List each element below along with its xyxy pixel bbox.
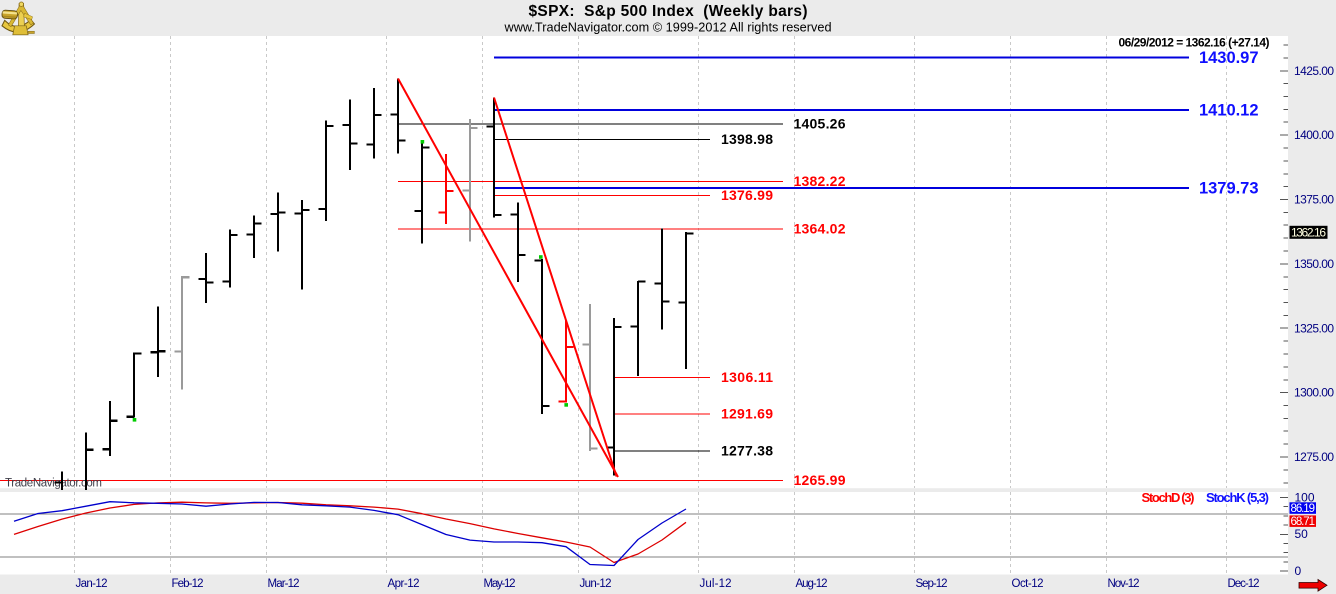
svg-text:68.71: 68.71 xyxy=(1291,516,1316,528)
svg-text:1265.99: 1265.99 xyxy=(794,472,846,488)
svg-text:50: 50 xyxy=(1295,527,1309,541)
svg-text:May-12: May-12 xyxy=(484,578,516,590)
svg-text:1364.02: 1364.02 xyxy=(794,221,846,237)
svg-text:TradeNavigator.com: TradeNavigator.com xyxy=(5,478,102,490)
svg-text:100: 100 xyxy=(1295,491,1315,505)
svg-text:1306.11: 1306.11 xyxy=(721,369,773,385)
svg-text:1410.12: 1410.12 xyxy=(1199,102,1259,120)
svg-text:1375.00: 1375.00 xyxy=(1294,193,1334,207)
svg-text:1362.16: 1362.16 xyxy=(1291,225,1326,239)
svg-text:Sep-12: Sep-12 xyxy=(916,578,948,590)
svg-text:$SPX: S&p 500 Index (Weekly: $SPX: S&p 500 Index (Weekly bars) xyxy=(529,3,808,20)
svg-text:1400.00: 1400.00 xyxy=(1294,128,1334,142)
svg-text:0: 0 xyxy=(1295,564,1302,578)
svg-text:Oct-12: Oct-12 xyxy=(1012,578,1044,590)
svg-text:StochK (5,3): StochK (5,3) xyxy=(1206,490,1269,505)
svg-text:Mar-12: Mar-12 xyxy=(268,578,300,590)
svg-text:1350.00: 1350.00 xyxy=(1294,257,1334,271)
svg-text:06/29/2012 = 1362.16 (+27.14): 06/29/2012 = 1362.16 (+27.14) xyxy=(1119,36,1270,50)
svg-text:Aug-12: Aug-12 xyxy=(796,578,828,590)
svg-text:Jun-12: Jun-12 xyxy=(580,578,612,590)
svg-text:Jan-12: Jan-12 xyxy=(76,578,108,590)
svg-text:1398.98: 1398.98 xyxy=(721,131,773,147)
svg-text:1277.38: 1277.38 xyxy=(721,443,773,459)
svg-text:1376.99: 1376.99 xyxy=(721,187,773,203)
svg-text:Nov-12: Nov-12 xyxy=(1108,578,1140,590)
svg-text:1379.73: 1379.73 xyxy=(1199,180,1259,198)
svg-text:1382.22: 1382.22 xyxy=(794,173,846,189)
svg-text:www.TradeNavigator.com © 1999-: www.TradeNavigator.com © 1999-2012 All r… xyxy=(504,21,832,35)
svg-text:1325.00: 1325.00 xyxy=(1294,321,1334,335)
svg-text:86.19: 86.19 xyxy=(1291,503,1316,515)
svg-text:1430.97: 1430.97 xyxy=(1199,49,1259,67)
svg-text:1300.00: 1300.00 xyxy=(1294,386,1334,400)
svg-text:StochD (3): StochD (3) xyxy=(1142,490,1195,505)
svg-text:1405.26: 1405.26 xyxy=(794,115,846,131)
svg-text:Feb-12: Feb-12 xyxy=(172,578,204,590)
svg-text:Jul-12: Jul-12 xyxy=(700,578,732,590)
svg-text:1291.69: 1291.69 xyxy=(721,406,773,422)
svg-text:1425.00: 1425.00 xyxy=(1294,64,1334,78)
svg-text:1275.00: 1275.00 xyxy=(1294,450,1334,464)
svg-text:Dec-12: Dec-12 xyxy=(1228,578,1260,590)
svg-text:Apr-12: Apr-12 xyxy=(388,578,420,590)
